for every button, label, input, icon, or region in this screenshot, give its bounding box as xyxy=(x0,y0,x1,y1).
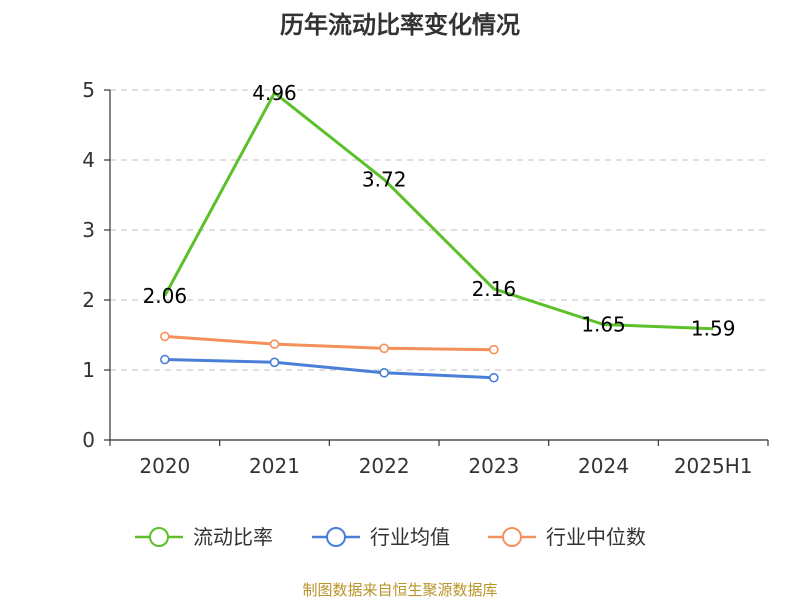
x-tick-label-2024: 2024 xyxy=(578,454,629,478)
legend-label-2: 行业中位数 xyxy=(546,525,646,549)
x-tick-label-2023: 2023 xyxy=(468,454,519,478)
series-line-2 xyxy=(164,334,494,352)
series-2-point-2023 xyxy=(489,344,499,355)
y-tick-label-0: 0 xyxy=(82,428,95,452)
y-tick-label-1: 1 xyxy=(82,358,95,382)
data-label-2022: 3.72 xyxy=(362,168,407,192)
legend-marker-1 xyxy=(326,527,346,547)
data-label-2020: 2.06 xyxy=(143,284,188,308)
chart-title: 历年流动比率变化情况 xyxy=(280,11,520,39)
series-line-0 xyxy=(163,91,714,331)
y-tick-label-2: 2 xyxy=(82,288,95,312)
x-tick-label-2022: 2022 xyxy=(359,454,410,478)
source-note: 制图数据来自恒生聚源数据库 xyxy=(302,581,497,599)
data-labels: 2.06 4.96 3.72 2.16 1.65 1.59 xyxy=(143,81,736,341)
legend-label-1: 行业均值 xyxy=(370,525,450,549)
series-lines xyxy=(160,91,714,383)
data-label-2021: 4.96 xyxy=(252,81,297,105)
series-2-point-2021 xyxy=(269,339,280,349)
y-axis-tick-labels: 0 1 2 3 4 5 xyxy=(82,78,95,452)
data-label-2024: 1.65 xyxy=(581,313,626,337)
series-1-point-2023 xyxy=(489,372,499,383)
legend-marker-2 xyxy=(502,527,522,547)
axes xyxy=(104,89,769,446)
legend-marker-0 xyxy=(149,527,169,547)
x-tick-label-2025H1: 2025H1 xyxy=(674,454,753,478)
series-line-1 xyxy=(164,358,494,380)
series-1-point-2022 xyxy=(379,367,389,378)
legend-item-1: 行业均值 xyxy=(312,525,450,549)
x-tick-label-2020: 2020 xyxy=(139,454,190,478)
series-1-point-2021 xyxy=(269,357,280,368)
x-axis-tick-labels: 2020 2021 2022 2023 2024 2025H1 xyxy=(139,454,752,478)
x-tick-label-2021: 2021 xyxy=(249,454,300,478)
legend: 流动比率 行业均值 行业中位数 xyxy=(135,525,646,549)
legend-label-0: 流动比率 xyxy=(193,525,273,549)
legend-item-0: 流动比率 xyxy=(135,525,273,549)
data-label-2025H1: 1.59 xyxy=(691,317,736,341)
series-2-point-2022 xyxy=(379,343,389,354)
y-tick-label-5: 5 xyxy=(82,78,95,102)
legend-item-2: 行业中位数 xyxy=(488,525,646,549)
y-tick-label-3: 3 xyxy=(82,218,95,242)
data-label-2023: 2.16 xyxy=(472,277,517,301)
series-2-point-2020 xyxy=(160,331,170,342)
y-tick-label-4: 4 xyxy=(82,148,95,172)
series-1-point-2020 xyxy=(160,354,170,365)
